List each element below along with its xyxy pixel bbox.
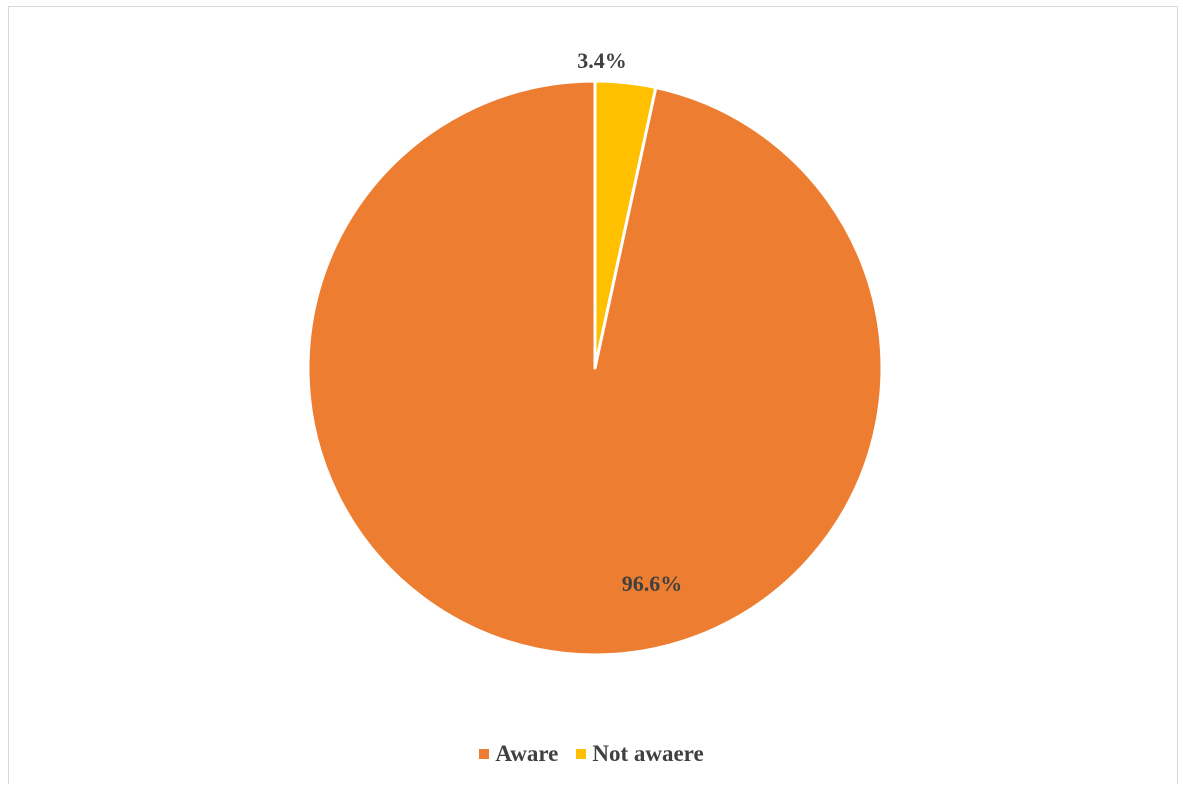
legend-item-aware: Aware <box>479 741 558 767</box>
chart-legend: Aware Not awaere <box>0 741 1183 767</box>
legend-swatch-not-aware <box>576 749 587 759</box>
pie-slices <box>306 79 884 657</box>
data-label-not-awaere: 3.4% <box>577 48 627 73</box>
legend-label-not-aware: Not awaere <box>592 741 704 766</box>
pie-data-labels: 3.4% 96.6% <box>577 48 682 596</box>
pie-slice-aware <box>306 79 884 657</box>
legend-label-aware: Aware <box>495 741 559 766</box>
legend-swatch-aware <box>479 749 490 759</box>
data-label-aware: 96.6% <box>622 571 683 596</box>
legend-item-not-aware: Not awaere <box>576 741 704 767</box>
